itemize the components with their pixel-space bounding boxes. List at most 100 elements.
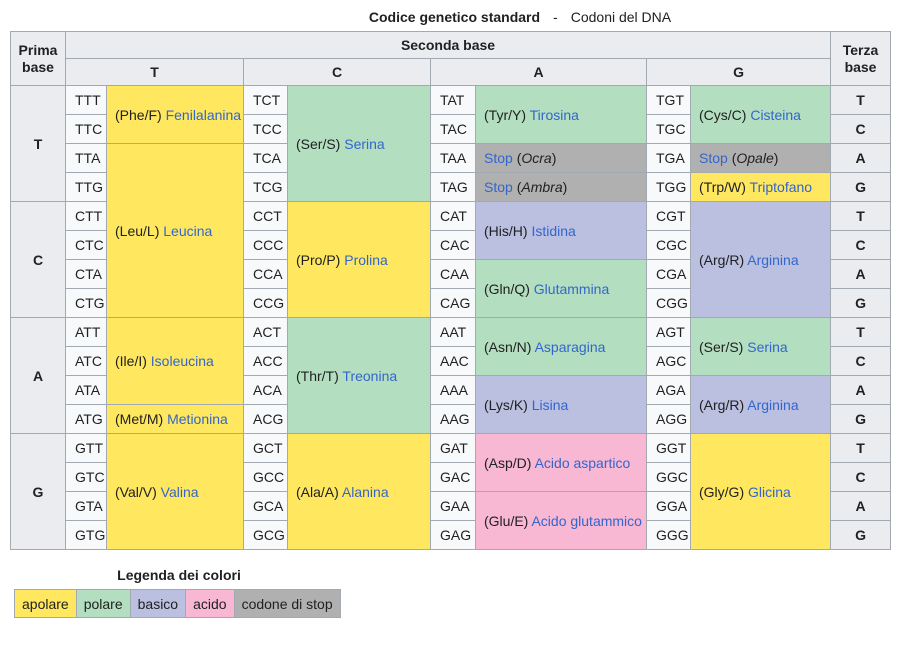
amino-link[interactable]: Asparagina: [534, 338, 606, 355]
codon-cell: ACA: [243, 375, 288, 405]
amino-abbr: (His/H): [484, 222, 532, 239]
amino-abbr: (Leu/L): [115, 222, 164, 239]
codon-cell: AAA: [430, 375, 476, 405]
amino-link[interactable]: Triptofano: [749, 179, 813, 195]
codon-cell: CAA: [430, 259, 476, 289]
paren-open: (: [727, 150, 737, 166]
codon-cell: CGA: [646, 259, 691, 289]
amino-link[interactable]: Glutammina: [533, 280, 610, 297]
amino-link[interactable]: Prolina: [344, 251, 388, 268]
stop-link[interactable]: Stop: [699, 150, 728, 166]
amino-abbr: (Cys/C): [699, 106, 751, 123]
amino-acid-cell: (Pro/P) Prolina: [287, 201, 431, 318]
legend-table: apolare polare basico acido codone di stop: [14, 589, 341, 618]
third-base-cell: A: [830, 375, 892, 405]
codon-cell: GCT: [243, 433, 288, 463]
amino-link[interactable]: Serina: [344, 135, 385, 152]
codon-cell: GCG: [243, 520, 288, 550]
amino-acid-cell: (Ile/I) Isoleucina: [106, 317, 244, 405]
amino-link[interactable]: Acido glutammico: [531, 512, 642, 529]
codon-cell: TGG: [646, 172, 691, 202]
legend-item-basico: basico: [129, 589, 187, 618]
paren-close: ): [551, 150, 557, 166]
amino-abbr: (Ser/S): [296, 135, 345, 152]
codon-cell: CTT: [65, 201, 107, 231]
codon-cell: TCC: [243, 114, 288, 144]
legend-title: Legenda dei colori: [117, 567, 241, 583]
codon-cell: ACT: [243, 317, 288, 347]
codon-cell: GGC: [646, 462, 691, 492]
codon-cell: ATA: [65, 375, 107, 405]
stop-note: Ambra: [521, 179, 563, 195]
amino-link[interactable]: Cisteina: [750, 106, 801, 123]
third-base-cell: T: [830, 317, 892, 347]
amino-link[interactable]: Arginina: [747, 251, 799, 268]
amino-acid-cell: (Trp/W) Triptofano: [689, 172, 832, 202]
amino-acid-cell: (Val/V) Valina: [106, 433, 244, 550]
codon-cell: GTC: [65, 462, 107, 492]
amino-link[interactable]: Acido aspartico: [534, 454, 631, 471]
amino-link[interactable]: Arginina: [747, 396, 799, 413]
amino-link[interactable]: Metionina: [167, 411, 228, 427]
third-base-cell: T: [830, 433, 892, 463]
codon-cell: CTG: [65, 288, 107, 318]
table-row: TTG TCG TAG Stop (Ambra) TGG (Trp/W) Triptofa…: [11, 172, 892, 202]
codon-cell: AGG: [646, 404, 691, 434]
amino-abbr: (Val/V): [115, 483, 161, 500]
first-base-header: Prima base: [10, 31, 66, 86]
codon-cell: CAC: [430, 230, 476, 260]
codon-cell: CGT: [646, 201, 691, 231]
third-base-cell: T: [830, 85, 892, 115]
amino-acid-cell: (Thr/T) Treonina: [287, 317, 431, 434]
first-base-cell: C: [10, 201, 66, 318]
codon-cell: TCA: [243, 143, 288, 173]
table-row: T TTT (Phe/F) Fenilalanina TCT (Ser/S) Serin…: [10, 85, 892, 202]
table-row: C CTT CCT (Pro/P) Prolina CAT (His/H) Istidin…: [10, 201, 892, 318]
amino-link[interactable]: Alanina: [341, 483, 389, 500]
codon-cell: ACC: [243, 346, 288, 376]
paren-open: (: [512, 150, 522, 166]
codon-cell: TTA: [65, 143, 107, 173]
amino-link[interactable]: Leucina: [163, 222, 213, 239]
codon-cell: TAA: [430, 143, 476, 173]
paren-close: ): [562, 179, 568, 195]
codon-cell: CAT: [430, 201, 476, 231]
codon-cell: ACG: [243, 404, 288, 434]
legend-item-acido: acido: [185, 589, 235, 618]
codon-cell: GTG: [65, 520, 107, 550]
amino-acid-cell: (Cys/C) Cisteina: [689, 85, 832, 144]
codon-cell: GTT: [65, 433, 107, 463]
amino-link[interactable]: Lisina: [531, 396, 569, 413]
amino-link[interactable]: Valina: [160, 483, 199, 500]
amino-link[interactable]: Isoleucina: [150, 353, 214, 369]
third-base-cell: A: [830, 143, 892, 173]
third-base-cell: C: [830, 346, 892, 376]
third-base-cell: G: [830, 520, 892, 550]
table-caption: Codice genetico standard - Codoni del DNA: [10, 9, 890, 26]
codon-cell: GCA: [243, 491, 288, 521]
stop-link[interactable]: Stop: [484, 179, 513, 195]
caption-subtitle: Codoni del DNA: [570, 9, 672, 25]
table-row: ATG (Met/M) Metionina ACG AAG AGG G: [11, 404, 892, 434]
legend-item-stop: codone di stop: [233, 589, 341, 618]
codon-cell: CGC: [646, 230, 691, 260]
amino-link[interactable]: Istidina: [531, 222, 576, 239]
amino-abbr: (Phe/F): [115, 106, 166, 123]
amino-acid-cell: (Asp/D) Acido aspartico: [475, 433, 647, 492]
amino-link[interactable]: Tirosina: [529, 106, 579, 123]
amino-link[interactable]: Fenilalanina: [165, 106, 242, 123]
amino-link[interactable]: Glicina: [748, 483, 791, 500]
codon-cell: GGT: [646, 433, 691, 463]
amino-link[interactable]: Serina: [747, 338, 788, 355]
stop-note: Opale: [736, 150, 774, 166]
legend-item-apolare: apolare: [14, 589, 77, 618]
stop-link[interactable]: Stop: [484, 150, 513, 166]
codon-cell: GCC: [243, 462, 288, 492]
third-base-cell: C: [830, 114, 892, 144]
amino-link[interactable]: Treonina: [342, 367, 398, 384]
codon-cell: TGT: [646, 85, 691, 115]
codon-cell: GAC: [430, 462, 476, 492]
amino-acid-cell: (Gln/Q) Glutammina: [475, 259, 647, 318]
third-base-cell: C: [830, 230, 892, 260]
table-row: G GTT (Val/V) Valina GCT (Ala/A) Alanina GAT(…: [10, 433, 892, 550]
